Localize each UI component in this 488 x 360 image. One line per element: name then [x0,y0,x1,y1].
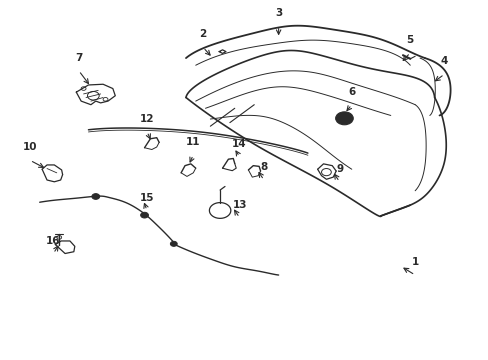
Circle shape [141,212,148,218]
Circle shape [341,116,346,121]
Text: 4: 4 [440,56,447,66]
Text: 7: 7 [75,53,82,63]
Text: 1: 1 [411,257,418,267]
Text: 9: 9 [335,164,343,174]
Circle shape [92,194,100,199]
Circle shape [335,112,352,125]
Text: 5: 5 [406,35,413,45]
Text: 13: 13 [232,200,246,210]
Text: 15: 15 [140,193,154,203]
Text: 3: 3 [274,8,282,18]
Text: 8: 8 [260,162,267,172]
Text: 10: 10 [22,143,37,152]
Text: 14: 14 [232,139,246,149]
Text: 16: 16 [46,236,61,246]
Text: 12: 12 [140,114,154,124]
Text: 11: 11 [185,137,200,147]
Text: 6: 6 [347,87,355,97]
Text: 2: 2 [199,30,206,40]
Circle shape [170,241,177,246]
